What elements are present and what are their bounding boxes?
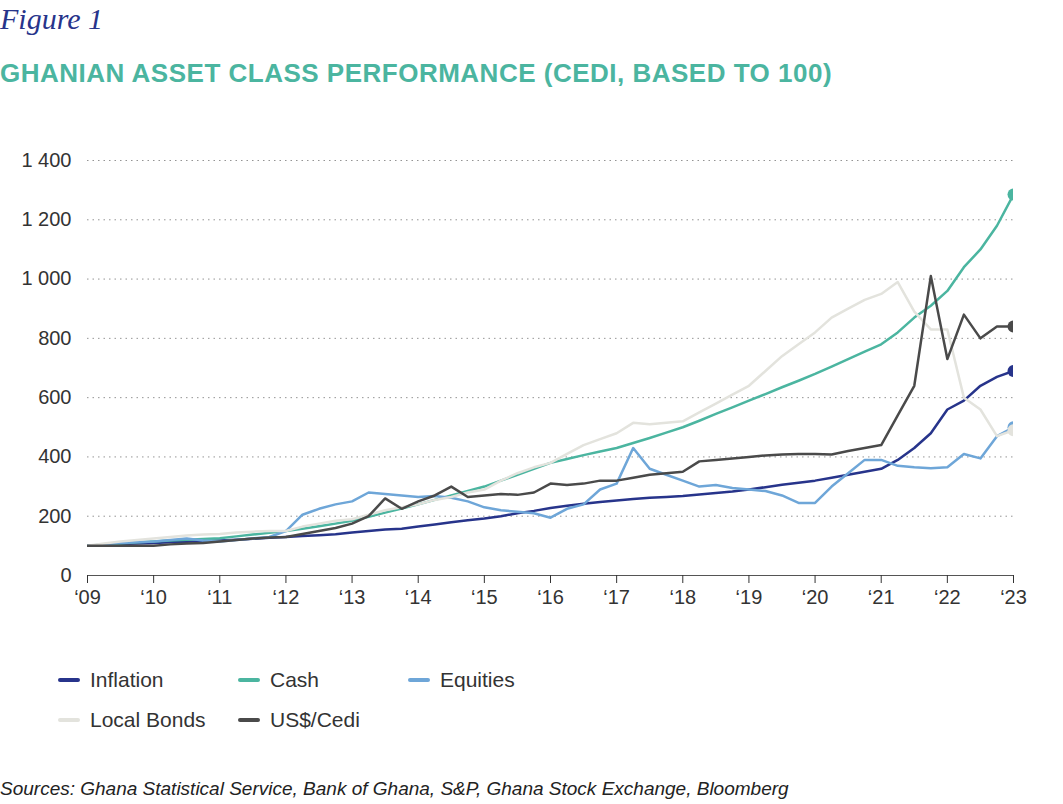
svg-text:‘23: ‘23 xyxy=(1000,586,1027,608)
svg-text:‘21: ‘21 xyxy=(868,586,895,608)
svg-text:‘16: ‘16 xyxy=(537,586,564,608)
html-text:Cash: Cash xyxy=(270,668,319,691)
svg-text:1 000: 1 000 xyxy=(21,267,71,289)
svg-text:‘12: ‘12 xyxy=(273,586,300,608)
svg-text:‘19: ‘19 xyxy=(736,586,763,608)
html-text:Inflation: Inflation xyxy=(90,668,164,691)
html-text:Sources: Ghana Statistical Ser: Sources: Ghana Statistical Service, Bank… xyxy=(0,778,789,799)
html-text:Figure 1: Figure 1 xyxy=(0,2,103,35)
svg-text:‘09: ‘09 xyxy=(74,586,101,608)
svg-text:200: 200 xyxy=(38,505,71,527)
html-text:GHANIAN ASSET CLASS PERFORMANC: GHANIAN ASSET CLASS PERFORMANCE (CEDI, B… xyxy=(0,58,833,88)
svg-text:‘18: ‘18 xyxy=(669,586,696,608)
svg-text:‘11: ‘11 xyxy=(207,586,232,608)
svg-text:800: 800 xyxy=(38,327,71,349)
svg-text:‘17: ‘17 xyxy=(603,586,630,608)
svg-text:400: 400 xyxy=(38,445,71,467)
svg-text:‘22: ‘22 xyxy=(934,586,961,608)
svg-text:1 200: 1 200 xyxy=(21,208,71,230)
svg-text:0: 0 xyxy=(60,564,71,586)
svg-text:‘13: ‘13 xyxy=(339,586,366,608)
svg-text:600: 600 xyxy=(38,386,71,408)
svg-text:‘20: ‘20 xyxy=(802,586,829,608)
html-text:Equities: Equities xyxy=(440,668,515,691)
svg-text:‘14: ‘14 xyxy=(405,586,432,608)
svg-text:1 400: 1 400 xyxy=(21,149,71,171)
html-text:Local Bonds: Local Bonds xyxy=(90,708,206,731)
svg-text:‘10: ‘10 xyxy=(140,586,167,608)
html-text:US$/Cedi: US$/Cedi xyxy=(270,708,360,731)
svg-text:‘15: ‘15 xyxy=(471,586,498,608)
